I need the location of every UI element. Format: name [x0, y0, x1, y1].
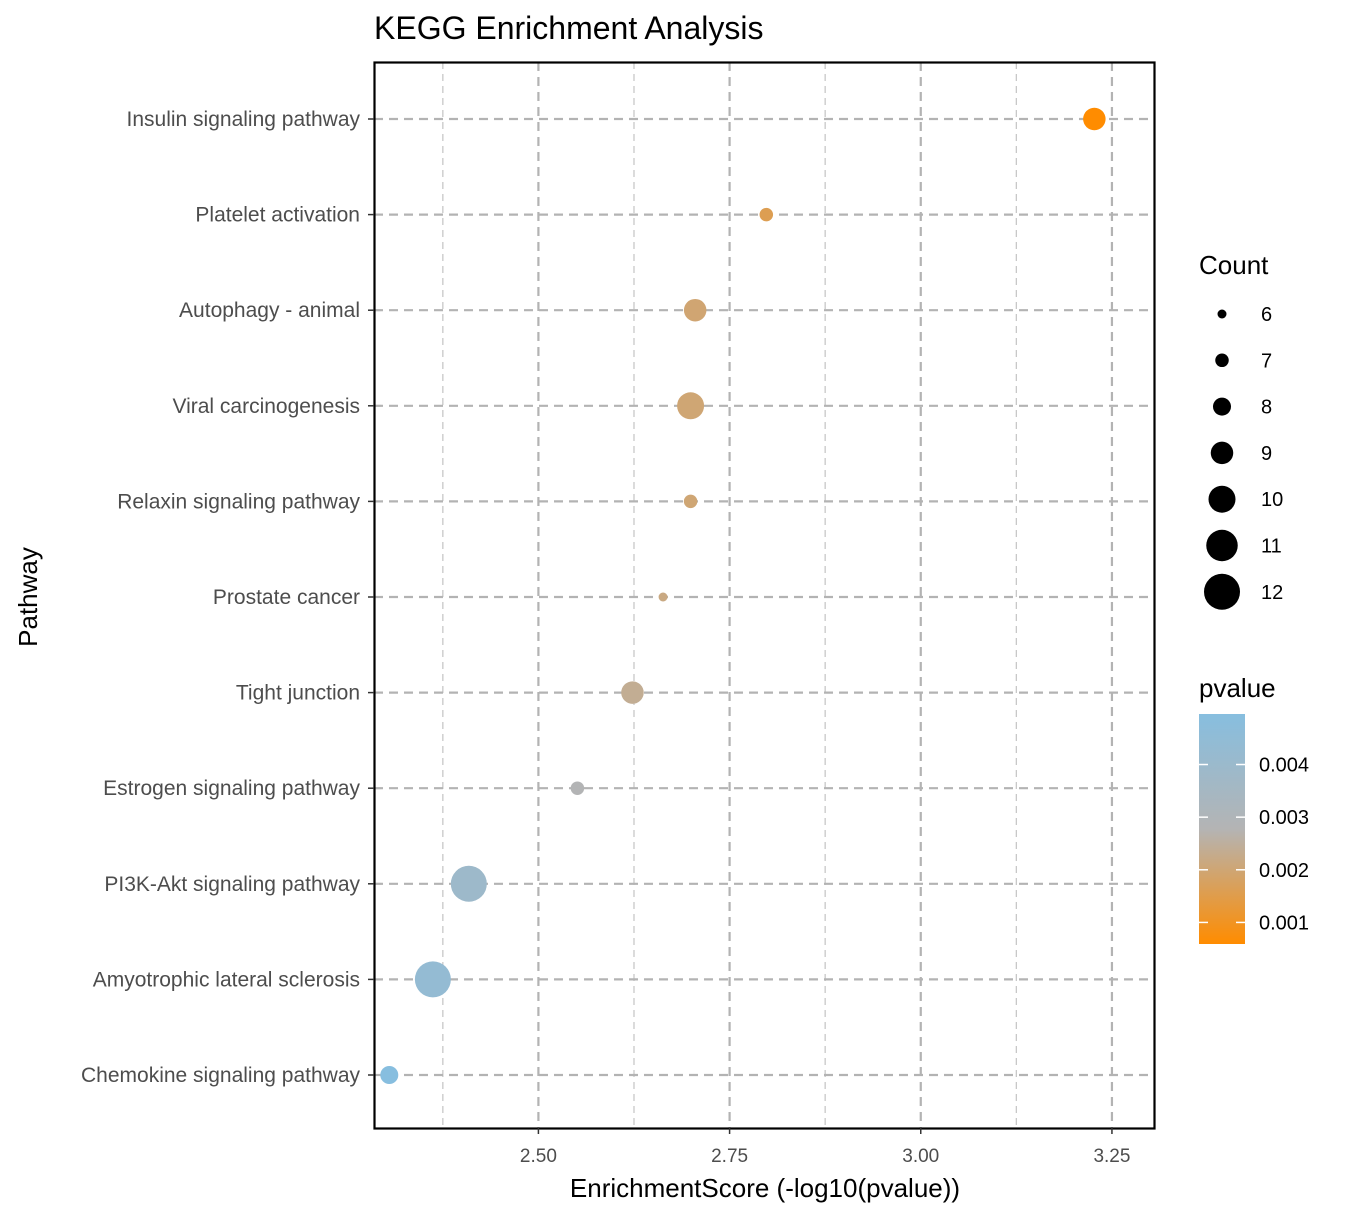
- color-legend-title: pvalue: [1199, 673, 1276, 703]
- size-legend-key: [1204, 573, 1240, 610]
- y-axis-title: Pathway: [13, 547, 43, 647]
- grid: [374, 62, 1154, 1128]
- y-tick-label: PI3K-Akt signaling pathway: [104, 873, 360, 896]
- y-tick-label: Relaxin signaling pathway: [117, 490, 360, 513]
- y-tick-label: Tight junction: [236, 682, 360, 705]
- size-legend-label: 10: [1261, 489, 1283, 511]
- y-tick-label: Platelet activation: [195, 204, 360, 227]
- colorbar-tick-label: 0.001: [1259, 912, 1309, 934]
- size-legend-label: 12: [1261, 582, 1283, 604]
- plot-panel-border: [373, 61, 1156, 1130]
- data-point: [759, 207, 774, 222]
- data-point: [414, 961, 451, 998]
- data-points: [380, 107, 1106, 1084]
- size-legend: Count 6 7 8 9 10 11 12: [1199, 250, 1283, 610]
- y-tick-label: Chemokine signaling pathway: [81, 1064, 360, 1087]
- size-legend-label: 8: [1261, 397, 1272, 419]
- data-point: [450, 865, 487, 902]
- data-point: [1083, 107, 1106, 131]
- chart-title: KEGG Enrichment Analysis: [374, 10, 763, 46]
- pvalue-colorbar: [1199, 714, 1245, 944]
- size-legend-key: [1217, 309, 1227, 319]
- colorbar-tick-label: 0.002: [1259, 860, 1309, 882]
- y-axis-ticks: Insulin signaling pathway Platelet activa…: [81, 108, 374, 1087]
- size-legend-label: 11: [1261, 536, 1282, 558]
- data-point: [658, 592, 668, 602]
- y-tick-label: Prostate cancer: [213, 586, 360, 609]
- x-tick-label: 3.25: [1093, 1146, 1130, 1167]
- size-legend-key: [1213, 397, 1231, 416]
- y-tick-label: Viral carcinogenesis: [172, 395, 360, 418]
- size-legend-label: 6: [1261, 304, 1272, 326]
- data-point: [380, 1066, 399, 1084]
- color-legend: pvalue 0.001 0.002 0.003 0.004: [1199, 673, 1309, 944]
- size-legend-key: [1206, 529, 1238, 562]
- data-point: [683, 494, 698, 509]
- data-point: [621, 681, 644, 704]
- y-tick-label: Estrogen signaling pathway: [103, 777, 360, 800]
- y-tick-label: Insulin signaling pathway: [127, 108, 361, 131]
- x-axis-ticks: 2.50 2.75 3.00 3.25: [520, 1128, 1130, 1167]
- x-axis-title: EnrichmentScore (-log10(pvalue)): [570, 1173, 960, 1203]
- y-tick-label: Amyotrophic lateral sclerosis: [93, 968, 360, 991]
- size-legend-key: [1215, 353, 1229, 368]
- colorbar-tick-label: 0.004: [1259, 755, 1309, 777]
- size-legend-title: Count: [1199, 250, 1269, 280]
- x-tick-label: 2.75: [711, 1146, 748, 1167]
- y-tick-label: Autophagy - animal: [179, 299, 360, 322]
- size-legend-label: 7: [1261, 350, 1272, 372]
- data-point: [677, 392, 705, 420]
- data-point: [570, 781, 585, 795]
- size-legend-label: 9: [1261, 443, 1272, 465]
- data-point: [683, 298, 707, 322]
- colorbar-tick-label: 0.003: [1259, 807, 1309, 829]
- x-tick-label: 3.00: [902, 1146, 939, 1167]
- size-legend-key: [1210, 441, 1234, 465]
- x-tick-label: 2.50: [520, 1146, 557, 1167]
- size-legend-key: [1208, 485, 1236, 513]
